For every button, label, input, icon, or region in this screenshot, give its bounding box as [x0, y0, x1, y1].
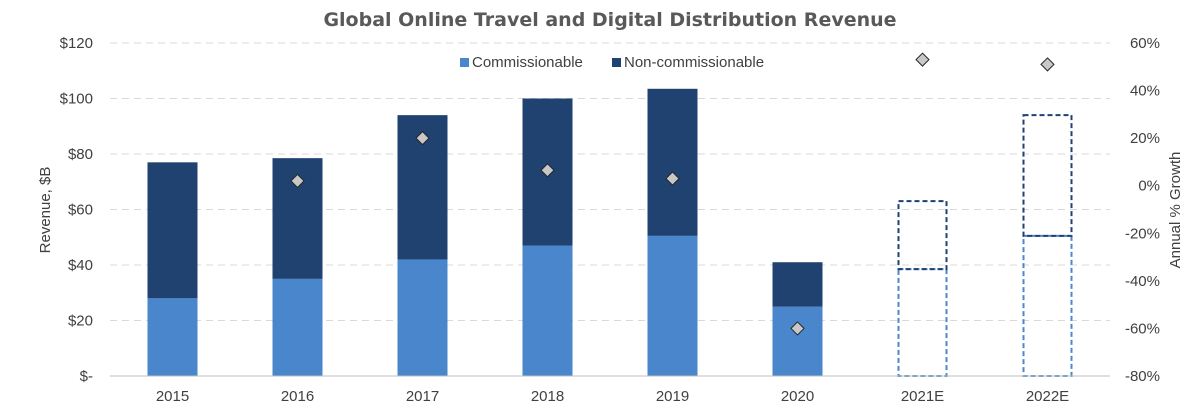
y-tick-label: $80 — [68, 146, 93, 163]
legend-swatch — [612, 58, 621, 67]
y2-tick-label: -80% — [1125, 368, 1160, 385]
y-tick-label: $100 — [60, 91, 93, 108]
bar-non-commissionable — [147, 162, 198, 299]
y-tick-label: $- — [80, 368, 93, 385]
growth-marker — [415, 130, 430, 146]
x-tick-label: 2017 — [406, 388, 439, 405]
y2-tick-label: -40% — [1125, 273, 1160, 290]
legend-label: Commissionable — [472, 54, 583, 71]
x-tick-label: 2018 — [531, 388, 564, 405]
x-tick-label: 2015 — [156, 388, 189, 405]
y2-tick-label: -20% — [1125, 225, 1160, 242]
x-tick-label: 2022E — [1026, 388, 1069, 405]
growth-marker — [665, 171, 680, 186]
x-tick-label: 2019 — [656, 388, 689, 405]
bars — [147, 88, 1073, 378]
bar-commissionable — [272, 278, 323, 376]
legend-label: Non-commissionable — [624, 54, 764, 71]
growth-markers — [290, 52, 1055, 336]
bar-commissionable — [397, 259, 448, 376]
bar-non-commissionable — [772, 262, 823, 307]
bar-commissionable — [522, 245, 573, 376]
bar-commissionable — [147, 298, 198, 376]
x-tick-label: 2020 — [781, 388, 814, 405]
y2-tick-label: 0% — [1138, 178, 1160, 195]
legend-swatch — [460, 58, 469, 67]
growth-marker — [1040, 57, 1055, 72]
y-tick-label: $120 — [60, 35, 93, 52]
growth-marker — [915, 52, 930, 67]
bar-non-commissionable — [1022, 114, 1073, 237]
growth-marker — [790, 321, 805, 336]
y-tick-label: $60 — [68, 202, 93, 219]
y2-tick-label: 40% — [1130, 83, 1160, 100]
bar-non-commissionable — [647, 88, 698, 236]
growth-marker — [290, 173, 305, 189]
y-axis-label: Revenue, $B — [37, 167, 54, 254]
bar-commissionable — [897, 268, 948, 378]
y2-tick-label: 60% — [1130, 35, 1160, 52]
bar-commissionable — [772, 306, 823, 376]
bar-commissionable — [647, 235, 698, 376]
axes: $- $20 $40 $60 $80 $100 $120 -80% -60% -40% -20% 0%… — [60, 35, 1160, 405]
y2-axis-label: Annual % Growth — [1167, 152, 1184, 269]
y2-tick-label: 20% — [1130, 130, 1160, 147]
y-tick-label: $20 — [68, 313, 93, 330]
bar-non-commissionable — [897, 200, 948, 271]
x-tick-label: 2016 — [281, 388, 314, 405]
y2-tick-label: -60% — [1125, 320, 1160, 337]
y-tick-label: $40 — [68, 257, 93, 274]
x-tick-label: 2021E — [901, 388, 944, 405]
gridlines — [110, 42, 1110, 321]
growth-marker — [540, 163, 555, 178]
chart-title: Global Online Travel and Digital Distrib… — [323, 9, 896, 31]
bar-commissionable — [1022, 234, 1073, 377]
legend: Commissionable Non-commissionable — [460, 54, 764, 71]
